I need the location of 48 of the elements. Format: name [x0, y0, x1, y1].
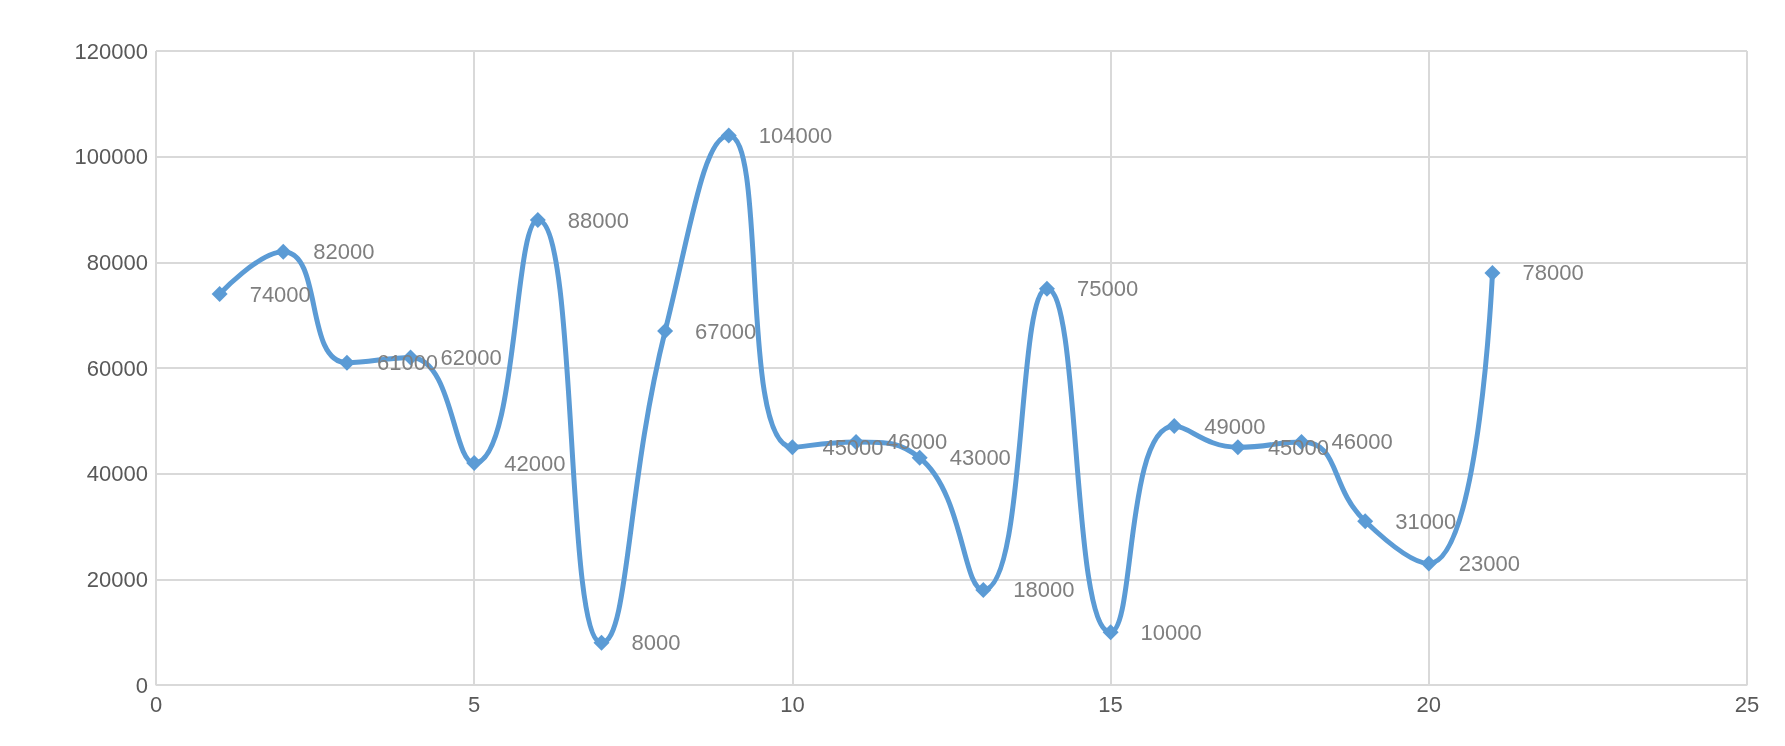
- data-label: 43000: [949, 445, 1011, 471]
- x-tick-label: 5: [468, 691, 481, 717]
- data-label: 10000: [1140, 619, 1202, 645]
- point: [911, 449, 928, 466]
- data-label: 46000: [1331, 429, 1393, 455]
- data-label: 62000: [440, 344, 502, 370]
- point: [1357, 513, 1374, 530]
- y-tick-label: 40000: [86, 461, 148, 487]
- data-label: 67000: [695, 318, 757, 344]
- point: [211, 286, 228, 303]
- point: [275, 243, 292, 260]
- point: [657, 323, 674, 340]
- point: [784, 439, 801, 456]
- point: [529, 212, 546, 229]
- data-label: 104000: [758, 123, 833, 149]
- point: [1484, 264, 1501, 281]
- data-label: 74000: [249, 281, 311, 307]
- x-tick-label: 15: [1098, 691, 1123, 717]
- point: [1102, 624, 1119, 641]
- point: [1229, 439, 1246, 456]
- data-label: 49000: [1204, 413, 1266, 439]
- point: [338, 354, 355, 371]
- data-label: 82000: [313, 239, 375, 265]
- data-label: 23000: [1458, 550, 1520, 576]
- data-label: 88000: [567, 207, 630, 233]
- point: [1038, 280, 1055, 297]
- point: [720, 127, 737, 144]
- data-label: 46000: [886, 429, 948, 455]
- point: [1420, 555, 1437, 572]
- y-tick-label: 120000: [74, 38, 148, 64]
- data-label: 75000: [1076, 276, 1139, 302]
- x-tick-label: 25: [1734, 691, 1760, 717]
- y-tick-label: 80000: [86, 249, 148, 275]
- y-tick-label: 0: [135, 672, 148, 698]
- y-tick-label: 100000: [74, 144, 148, 170]
- point: [1166, 418, 1183, 435]
- data-label: 78000: [1522, 260, 1584, 286]
- data-label: 8000: [631, 630, 681, 656]
- y-tick-label: 60000: [86, 355, 148, 381]
- x-tick-label: 10: [780, 691, 805, 717]
- data-label: 18000: [1013, 577, 1075, 603]
- x-tick-label: 20: [1416, 691, 1442, 717]
- point: [466, 455, 483, 472]
- point: [975, 581, 992, 598]
- y-tick-label: 20000: [86, 566, 148, 592]
- point: [593, 634, 610, 651]
- data-label: 31000: [1395, 508, 1457, 534]
- data-label: 42000: [504, 450, 566, 476]
